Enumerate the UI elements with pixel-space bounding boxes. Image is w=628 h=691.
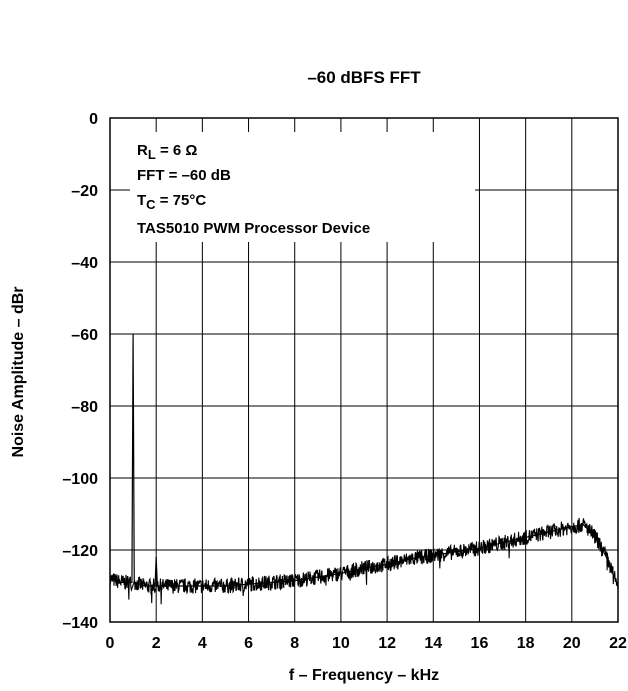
x-tick-label: 4 — [198, 635, 207, 652]
series-point — [386, 563, 388, 566]
series-point — [133, 581, 135, 584]
series-point — [501, 542, 504, 544]
series-point — [605, 556, 608, 558]
series-group — [109, 333, 619, 587]
x-tick-label: 16 — [471, 635, 489, 652]
series-point — [617, 585, 619, 587]
x-tick-label: 10 — [332, 635, 350, 652]
series-point — [294, 580, 296, 582]
series-point — [178, 585, 180, 587]
x-tick-label: 12 — [378, 635, 396, 652]
series-point — [144, 585, 146, 587]
series-point — [224, 585, 227, 587]
series-point — [432, 554, 434, 557]
y-tick-label: –120 — [62, 543, 98, 560]
x-tick-label: 22 — [609, 635, 627, 652]
y-tick-labels: 0 –20 –40 –60 –80 –100 –120 –140 — [62, 111, 98, 632]
y-axis-label: Noise Amplitude – dBr — [10, 287, 27, 458]
noise-floor-path — [109, 517, 619, 605]
y-tick-label: –80 — [71, 399, 98, 416]
series-point — [247, 583, 250, 585]
x-tick-label: 20 — [563, 635, 581, 652]
series-point — [109, 578, 111, 580]
y-tick-label: –20 — [71, 183, 98, 200]
x-tick-label: 18 — [517, 635, 535, 652]
series-point — [525, 536, 527, 539]
annotation-device: TAS5010 PWM Processor Device — [137, 220, 370, 237]
series-point — [548, 531, 550, 533]
series-point — [201, 585, 203, 587]
noise-trace — [109, 517, 619, 605]
chart-title: –60 dBFS FFT — [307, 68, 421, 87]
series-point — [132, 333, 134, 335]
annotation-case-temperature: TC = 75°C — [137, 192, 206, 212]
x-tick-label: 0 — [106, 635, 115, 652]
series-point — [271, 581, 273, 584]
x-tick-label: 8 — [290, 635, 299, 652]
y-tick-label: –140 — [62, 615, 98, 632]
y-tick-label: –60 — [71, 327, 98, 344]
x-tick-label: 6 — [244, 635, 253, 652]
series-point — [131, 581, 133, 584]
x-tick-label: 14 — [424, 635, 442, 652]
y-tick-label: 0 — [89, 111, 98, 128]
series-point — [409, 558, 411, 560]
plot-area-frame — [109, 117, 619, 623]
series-point — [340, 572, 342, 575]
series-point — [156, 585, 158, 587]
series-point — [154, 585, 156, 587]
annotation-fft: FFT = –60 dB — [137, 167, 231, 184]
x-axis-label: f – Frequency – kHz — [289, 667, 439, 684]
series-point — [478, 547, 481, 549]
annotation-load-resistance: RL = 6 Ω — [137, 142, 197, 162]
y-tick-label: –100 — [62, 471, 98, 488]
x-tick-label: 2 — [152, 635, 161, 652]
series-point — [594, 535, 596, 537]
series-point — [120, 581, 123, 584]
series-point — [155, 556, 157, 558]
y-tick-label: –40 — [71, 255, 98, 272]
series-line — [109, 333, 619, 587]
x-tick-labels: 0 2 4 6 8 10 12 14 16 18 20 22 — [106, 635, 627, 652]
series-point — [582, 524, 584, 526]
series-point — [455, 551, 457, 553]
annotation-background — [130, 132, 475, 242]
series-point — [363, 567, 365, 569]
series-point — [571, 526, 573, 528]
series-point — [317, 576, 319, 578]
